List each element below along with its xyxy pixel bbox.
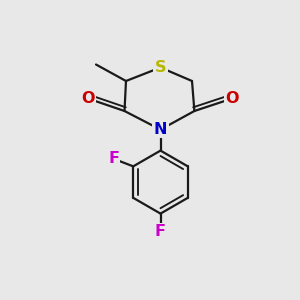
Text: F: F xyxy=(108,151,119,166)
Text: F: F xyxy=(155,224,166,239)
Text: S: S xyxy=(155,60,166,75)
Text: O: O xyxy=(81,91,94,106)
Text: N: N xyxy=(154,122,167,137)
Text: O: O xyxy=(226,91,239,106)
